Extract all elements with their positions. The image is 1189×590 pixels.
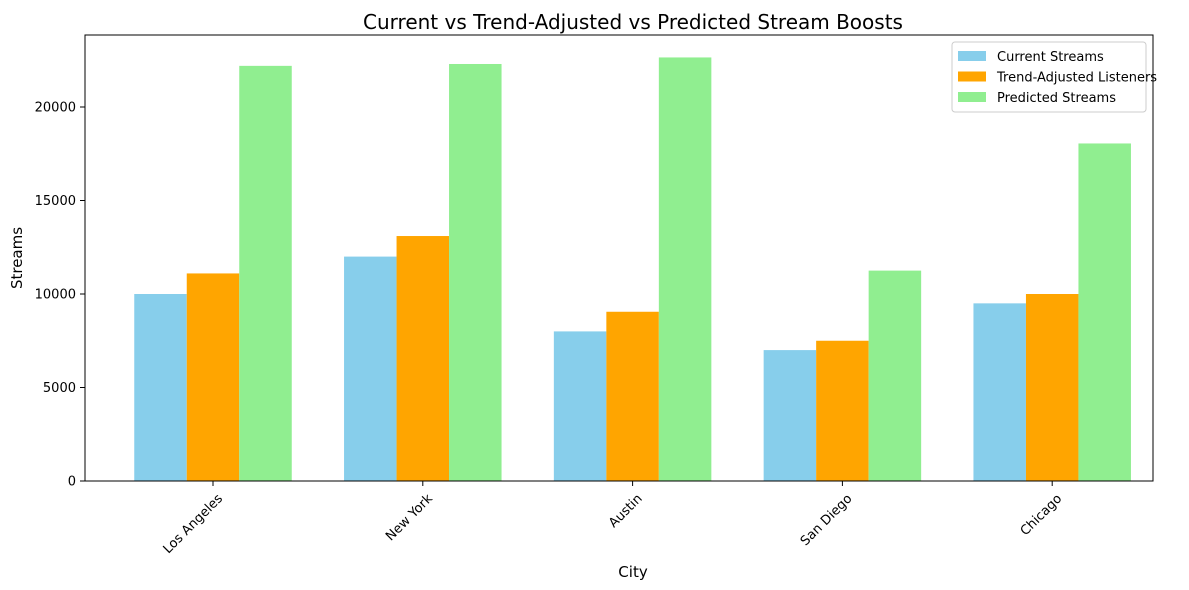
- legend-swatch: [958, 92, 986, 102]
- y-tick-label: 15000: [35, 194, 76, 209]
- bar-trend-adjusted-listeners-austin: [606, 311, 659, 481]
- legend-box: [951, 41, 1147, 113]
- y-axis: 0 5000 10000 15000 20000: [35, 100, 85, 490]
- x-axis: Los Angeles New York Austin San Diego Chicag…: [161, 481, 1066, 557]
- bar-predicted-streams-austin: [658, 57, 712, 481]
- bar-current-streams-san-diego: [763, 350, 817, 481]
- bars-group: [134, 57, 1131, 482]
- bar-trend-adjusted-listeners-los-angeles: [186, 273, 240, 481]
- bar-current-streams-los-angeles: [134, 294, 187, 481]
- legend-swatch: [958, 71, 986, 82]
- x-tick-label: New York: [383, 491, 436, 544]
- bar-current-streams-new-york: [344, 256, 397, 481]
- bar-current-streams-austin: [553, 331, 607, 481]
- bar-predicted-streams-san-diego: [868, 270, 922, 481]
- y-tick-label: 5000: [43, 381, 76, 396]
- bar-current-streams-chicago: [973, 303, 1026, 481]
- y-tick-label: 20000: [35, 100, 76, 115]
- legend-label: Current Streams: [997, 50, 1104, 65]
- bar-predicted-streams-chicago: [1078, 143, 1131, 481]
- legend-label: Predicted Streams: [997, 91, 1116, 106]
- bar-trend-adjusted-listeners-chicago: [1025, 294, 1079, 481]
- x-tick-label: Los Angeles: [161, 491, 227, 557]
- x-axis-label: City: [618, 563, 648, 581]
- bar-predicted-streams-los-angeles: [239, 65, 292, 482]
- legend-label: Trend-Adjusted Listeners: [996, 71, 1157, 86]
- x-tick-label: Chicago: [1018, 491, 1066, 539]
- x-tick-label: San Diego: [798, 491, 856, 549]
- chart-title: Current vs Trend-Adjusted vs Predicted S…: [363, 10, 903, 34]
- bar-trend-adjusted-listeners-san-diego: [816, 340, 869, 481]
- bar-trend-adjusted-listeners-new-york: [396, 236, 450, 481]
- y-tick-label: 10000: [35, 287, 76, 302]
- legend: Current Streams Trend-Adjusted Listeners P…: [951, 41, 1157, 113]
- legend-swatch: [958, 51, 986, 61]
- plot-frame: [84, 34, 1154, 482]
- y-axis-label: Streams: [8, 227, 26, 289]
- y-tick-label: 0: [68, 475, 76, 490]
- bar-predicted-streams-new-york: [449, 63, 502, 482]
- x-tick-label: Austin: [606, 491, 645, 530]
